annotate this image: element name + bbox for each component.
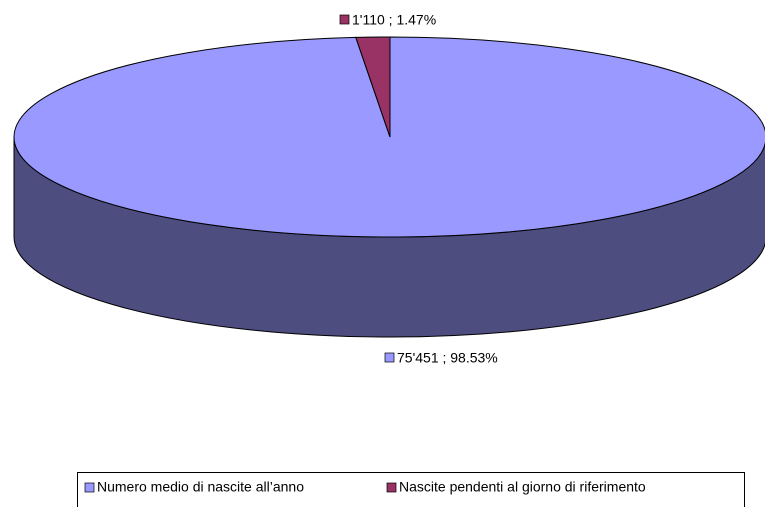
legend-label: Numero medio di nascite all’anno — [97, 479, 304, 495]
data-label: 1'110 ; 1.47% — [352, 12, 436, 28]
legend-box — [77, 472, 745, 507]
legend-swatch — [84, 482, 95, 493]
data-label-swatch — [339, 14, 350, 25]
legend-label: Nascite pendenti al giorno di riferiment… — [399, 479, 646, 495]
legend-swatch — [386, 482, 397, 493]
slice — [355, 36, 391, 138]
data-label: 75'451 ; 98.53% — [397, 350, 498, 366]
data-label-swatch — [384, 352, 395, 363]
